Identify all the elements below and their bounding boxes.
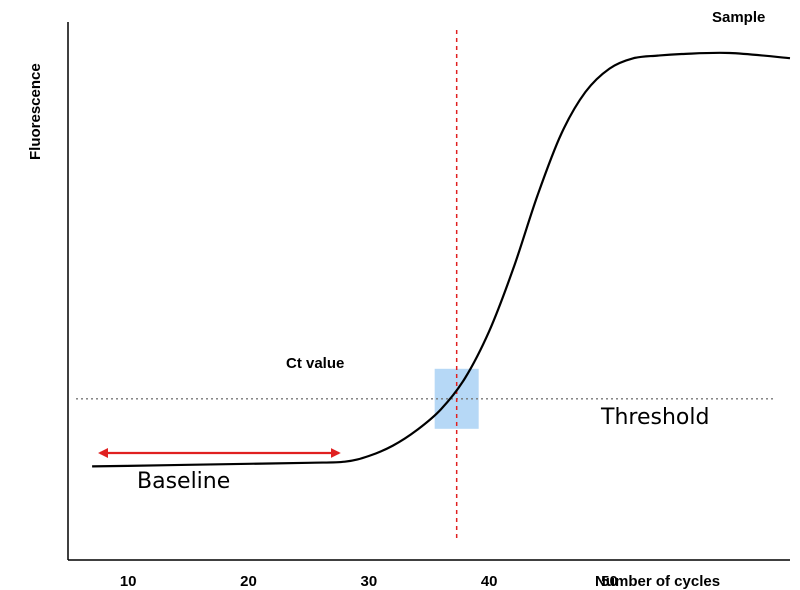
x-axis-title: Number of cycles [595,573,720,590]
threshold-label: Threshold [600,405,709,430]
series-line-sample [92,51,791,468]
x-tick-label: 20 [240,573,257,590]
baseline-label: Baseline [137,469,230,494]
x-tick-label: 50 [601,573,618,590]
ct-value-label: Ct value [286,355,344,372]
x-tick-label: 40 [481,573,498,590]
x-tick-label: 10 [120,573,137,590]
y-axis-title: Fluorescence [27,63,44,160]
x-tick-label: 30 [360,573,377,590]
series-label-sample: Sample [712,9,765,26]
